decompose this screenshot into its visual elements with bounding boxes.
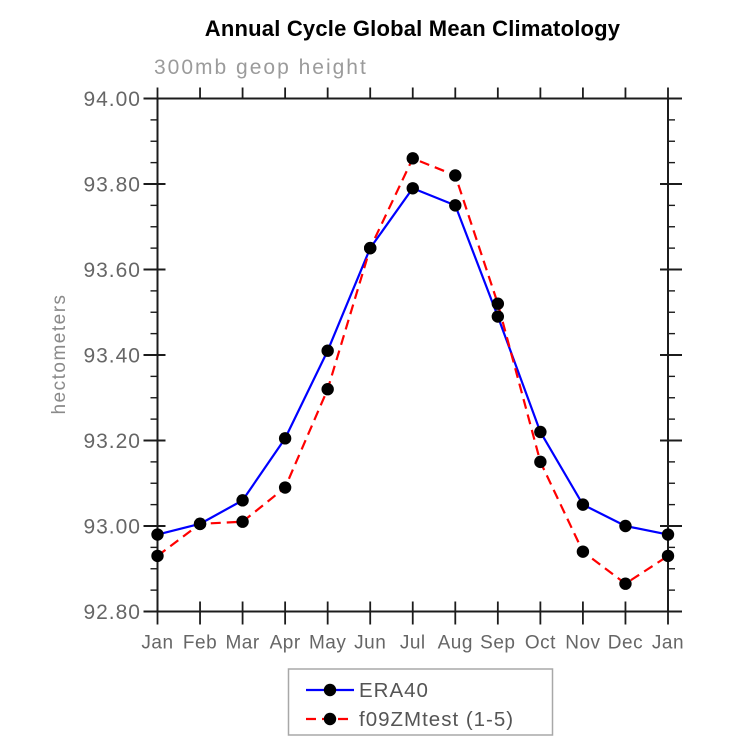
x-axis-tick-label: Dec — [608, 633, 643, 654]
legend-sample-marker — [323, 712, 337, 726]
data-point-marker — [151, 549, 164, 563]
y-axis-tick-label: 93.60 — [83, 259, 141, 282]
data-point-marker — [449, 169, 462, 182]
data-point-marker — [449, 199, 462, 212]
x-axis-tick-label: Mar — [225, 633, 259, 654]
x-axis-tick-label: Jan — [141, 633, 173, 654]
data-point-marker — [661, 549, 675, 563]
x-axis-tick-label: Sep — [480, 633, 515, 654]
x-axis-tick-label: May — [309, 633, 346, 654]
legend-label: ERA40 — [359, 679, 429, 702]
data-point-marker — [236, 515, 249, 528]
data-point-marker — [576, 545, 590, 558]
x-axis-tick-label: Aug — [438, 633, 473, 654]
y-axis-tick-label: 92.80 — [83, 601, 141, 624]
data-point-marker — [491, 310, 505, 323]
x-axis-tick-label: Oct — [525, 633, 556, 654]
x-axis-tick-label: Jun — [354, 633, 386, 654]
x-axis-tick-label: Jul — [400, 633, 426, 654]
data-point-marker — [151, 528, 164, 541]
y-axis-tick-label: 93.40 — [83, 344, 141, 367]
y-axis-tick-label: 94.00 — [83, 88, 141, 111]
data-point-marker — [661, 528, 675, 541]
x-axis-tick-label: Nov — [565, 633, 600, 654]
data-point-marker — [364, 241, 377, 255]
f09zmtest-line — [156, 157, 669, 585]
y-axis-tick-label: 93.20 — [83, 430, 141, 453]
data-point-marker — [619, 577, 632, 590]
data-point-marker — [534, 455, 547, 469]
data-point-marker — [491, 297, 505, 310]
data-point-marker — [236, 494, 249, 507]
chart-subtitle: 300mb geop height — [154, 56, 368, 79]
data-point-marker — [278, 481, 292, 494]
data-point-marker — [406, 152, 419, 165]
chart-title: Annual Cycle Global Mean Climatology — [204, 16, 621, 41]
data-point-marker — [576, 498, 590, 511]
data-point-marker — [321, 344, 334, 357]
x-axis-tick-label: Apr — [270, 633, 301, 654]
plot-frame — [156, 97, 669, 613]
data-point-marker — [278, 432, 292, 445]
x-axis-tick-label: Feb — [183, 633, 217, 654]
y-axis-tick-label: 93.80 — [83, 173, 141, 196]
x-axis-tick-label: Jan — [652, 633, 684, 654]
data-point-marker — [619, 519, 632, 533]
data-point-marker — [193, 517, 207, 531]
data-point-marker — [321, 383, 334, 396]
legend-sample-marker — [323, 683, 337, 697]
data-point-marker — [406, 182, 419, 195]
era40-line — [157, 187, 669, 536]
y-axis-tick-label: 93.00 — [83, 515, 141, 538]
legend-label: f09ZMtest (1-5) — [359, 708, 514, 731]
data-point-marker — [534, 425, 547, 439]
